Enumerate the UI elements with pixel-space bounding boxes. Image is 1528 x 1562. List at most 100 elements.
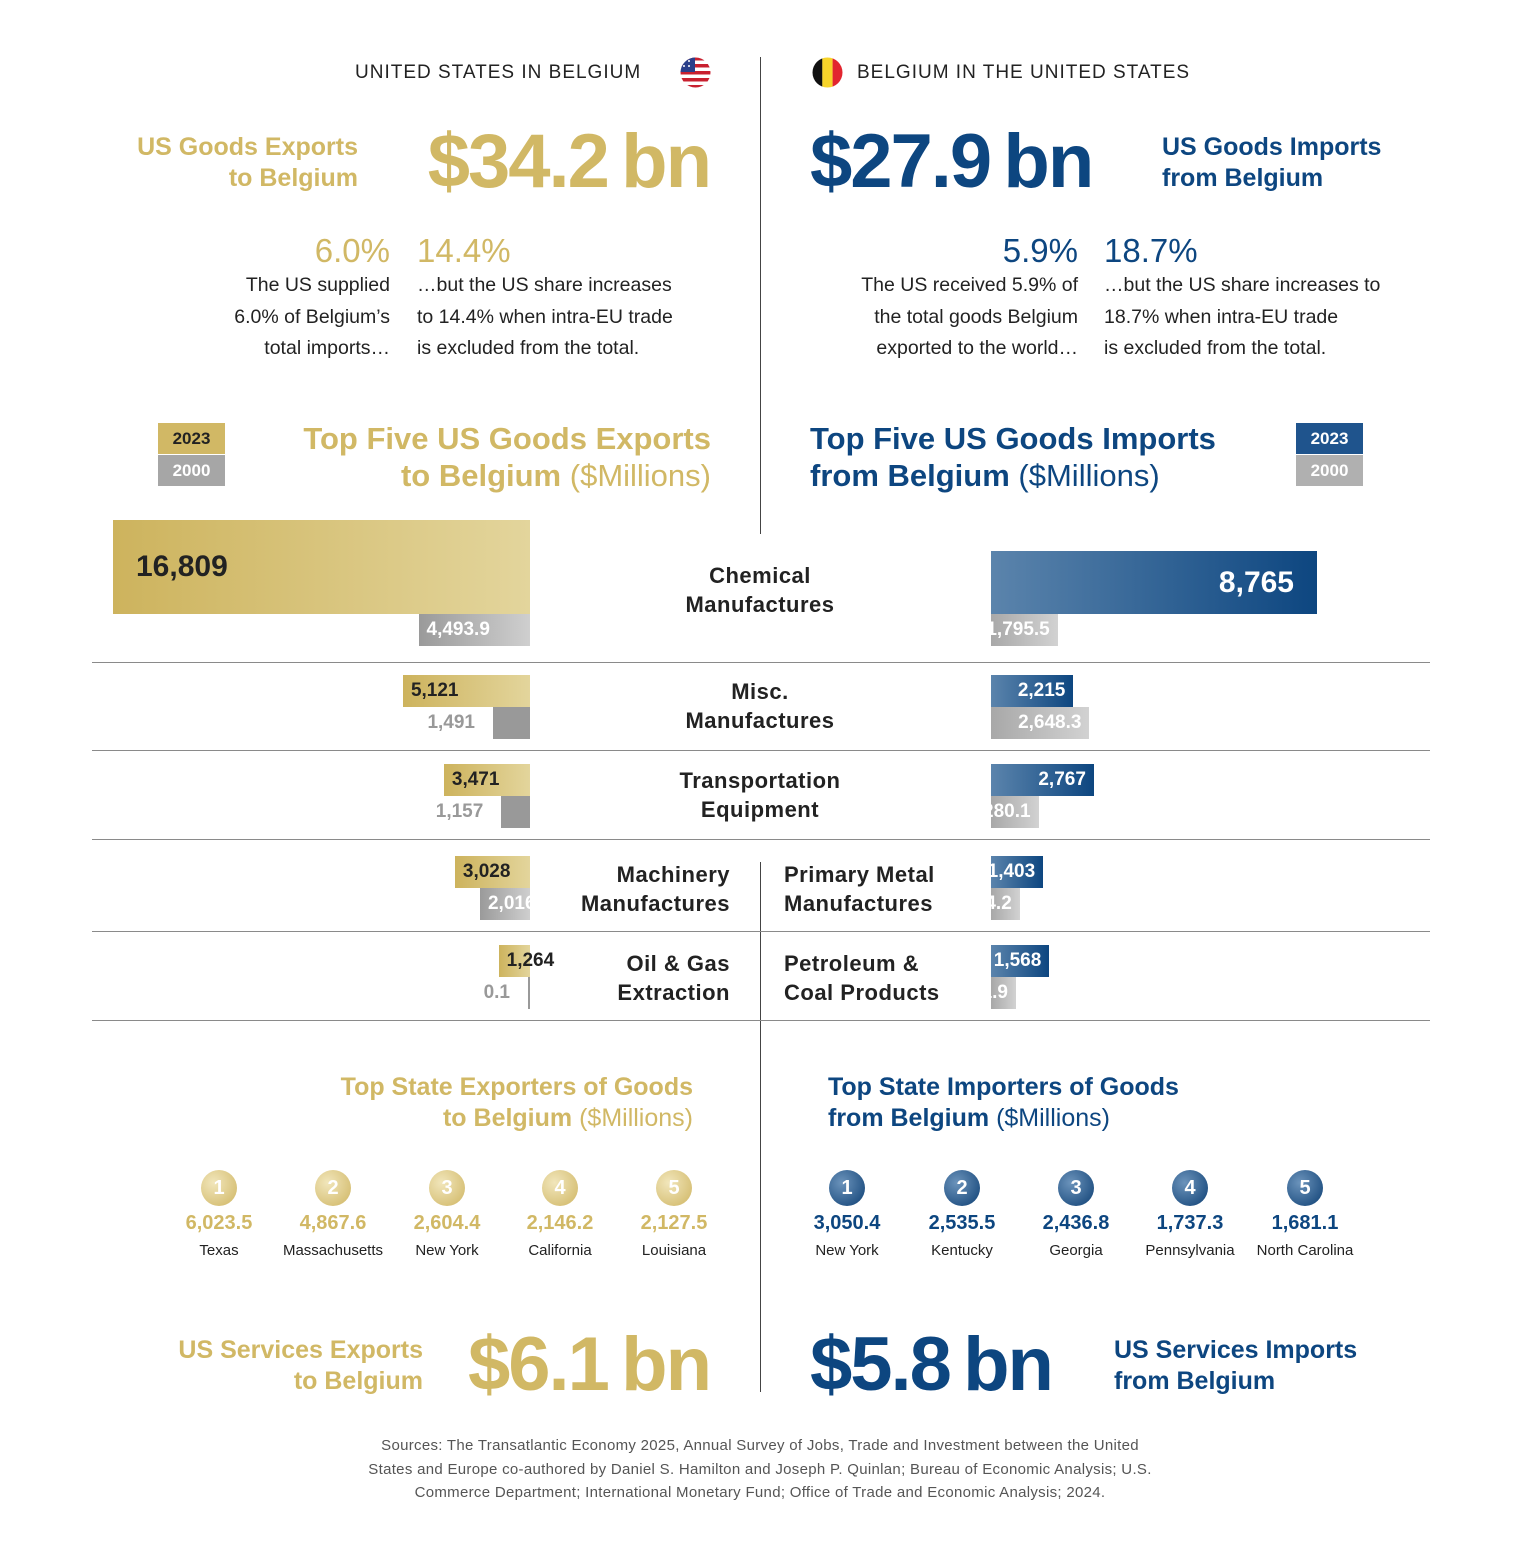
- right-state-name-1: New York: [815, 1242, 879, 1259]
- category-transportation: Transportation Equipment: [679, 768, 841, 822]
- right-services-value: $5.8 bn: [810, 1322, 1054, 1407]
- left-bar-2000-1: 1,491: [427, 707, 530, 739]
- left-bar-2000-4: 0.1: [484, 977, 530, 1009]
- left-bar-2000-0: 4,493.9: [418, 614, 530, 646]
- left-state-name-5: Louisiana: [641, 1242, 707, 1259]
- right-bar-2000-4-label: 671.9: [960, 982, 1008, 1003]
- left-state-value-3: 2,604.4: [413, 1212, 481, 1234]
- right-legend-2023: 2023: [1296, 423, 1363, 454]
- left-share2: 14.4% …but the US share increases to 14.4…: [417, 232, 673, 365]
- category-primary-metal: Primary Metal Manufactures: [784, 862, 935, 916]
- left-share1-desc: The US supplied 6.0% of Belgium’s total im…: [234, 274, 390, 359]
- right-top5-title: Top Five US Goods Imports from Belgium (…: [810, 421, 1216, 493]
- right-header: BELGIUM IN THE UNITED STATES: [857, 62, 1191, 83]
- right-legend-2000: 2000: [1296, 455, 1363, 486]
- left-bar-2000-4-label: 0.1: [483, 982, 510, 1003]
- right-bar-2023-3-label: 1,403: [987, 861, 1036, 882]
- left-bar-2023-4-label: 1,264: [506, 950, 555, 971]
- right-state-rank-4: 4: [1172, 1170, 1208, 1206]
- left-state-rank-2: 2: [315, 1170, 351, 1206]
- right-bar-2000-2-label: 1,280.1: [967, 801, 1031, 822]
- left-bar-2000-2-label: 1,157: [435, 801, 484, 822]
- right-state-value-3: 2,436.8: [1042, 1212, 1110, 1234]
- left-goods-label: US Goods Exports to Belgium: [137, 133, 358, 192]
- right-bar-2023-0: 8,765: [991, 551, 1317, 614]
- row-separator: [92, 1020, 1430, 1021]
- left-state-value-5: 2,127.5: [640, 1212, 708, 1234]
- left-bar-2000-3-label: 2,016.1: [487, 893, 552, 914]
- right-bar-2000-3: 774.2: [964, 888, 1020, 920]
- right-state-value-1: 3,050.4: [813, 1212, 881, 1234]
- right-share1: 5.9% The US received 5.9% of the total go…: [861, 232, 1078, 365]
- right-bar-2023-4-label: 1,568: [993, 950, 1042, 971]
- left-state-rank-5: 5: [656, 1170, 692, 1206]
- left-bar-2023-3-label: 3,028: [462, 861, 511, 882]
- left-bar-2000-2: 1,157: [436, 796, 530, 828]
- right-share2-pct: 18.7%: [1104, 232, 1198, 269]
- right-state-name-3: Georgia: [1049, 1242, 1103, 1259]
- category-chemical: Chemical Manufactures: [685, 563, 835, 617]
- left-bar-2023-1: 5,121: [402, 675, 530, 707]
- left-bar-2023-0-label: 16,809: [136, 550, 228, 583]
- right-bar-2023-2: 2,767: [991, 764, 1094, 796]
- right-bar-2000-1-label: 2,648.3: [1018, 712, 1082, 733]
- left-state-name-3: New York: [415, 1242, 479, 1259]
- belgium-flag-icon: [812, 57, 843, 88]
- row-separator: [92, 662, 1430, 663]
- left-bar-2023-4: 1,264: [498, 945, 554, 977]
- left-top5-title: Top Five US Goods Exports to Belgium ($M…: [303, 421, 711, 493]
- row-separator: [92, 750, 1430, 751]
- left-state-rank-1: 1: [201, 1170, 237, 1206]
- right-goods-value: $27.9 bn: [810, 119, 1094, 204]
- right-bar-2023-1-label: 2,215: [1017, 680, 1066, 701]
- right-bar-2023-0-label: 8,765: [1218, 565, 1294, 599]
- left-states-title: Top State Exporters of Goods to Belgium …: [340, 1073, 693, 1132]
- category-oil-gas: Oil & Gas Extraction: [617, 951, 730, 1005]
- left-share2-desc: …but the US share increases to 14.4% when…: [417, 274, 673, 359]
- left-state-name-2: Massachusetts: [282, 1242, 384, 1259]
- left-state-rank-3: 3: [429, 1170, 465, 1206]
- row-separator: [92, 839, 1430, 840]
- us-flag-icon: [680, 57, 711, 88]
- left-legend-2000: 2000: [158, 455, 225, 486]
- left-bar-2023-2-label: 3,471: [451, 769, 500, 790]
- left-state-rank-4: 4: [542, 1170, 578, 1206]
- left-bar-2000-0-label: 4,493.9: [426, 619, 490, 640]
- left-services-label: US Services Exports to Belgium: [178, 1336, 423, 1395]
- right-state-name-2: Kentucky: [931, 1242, 993, 1259]
- right-bar-2023-3: 1,403: [987, 856, 1044, 888]
- divider-top: [760, 57, 761, 534]
- left-state-name-4: California: [528, 1242, 592, 1259]
- left-legend-2023: 2023: [158, 423, 225, 454]
- right-services-label: US Services Imports from Belgium: [1114, 1336, 1358, 1395]
- sources-note: Sources: The Transatlantic Economy 2025,…: [368, 1437, 1152, 1501]
- left-header: UNITED STATES IN BELGIUM: [355, 62, 642, 83]
- right-state-name-5: North Carolina: [1256, 1242, 1354, 1259]
- right-share1-desc: The US received 5.9% of the total goods B…: [861, 274, 1078, 359]
- right-bar-2000-1: 2,648.3: [991, 707, 1090, 739]
- right-state-rank-5: 5: [1287, 1170, 1323, 1206]
- left-bar-2023-3: 3,028: [454, 856, 530, 888]
- right-goods-label: US Goods Imports from Belgium: [1162, 133, 1382, 192]
- right-bar-2000-3-label: 774.2: [964, 893, 1012, 914]
- right-state-rank-3: 3: [1058, 1170, 1094, 1206]
- left-bar-2023-0: 16,809: [113, 520, 530, 614]
- left-state-name-1: Texas: [199, 1242, 239, 1259]
- category-petroleum: Petroleum & Coal Products: [784, 951, 940, 1005]
- right-bar-2000-2: 1,280.1: [967, 796, 1039, 828]
- left-state-value-2: 4,867.6: [299, 1212, 367, 1234]
- right-bar-2000-0-label: 1,795.5: [986, 619, 1050, 640]
- divider-bottom: [760, 862, 761, 1392]
- right-state-value-5: 1,681.1: [1271, 1212, 1339, 1234]
- right-states-title: Top State Importers of Goods from Belgiu…: [828, 1073, 1179, 1132]
- right-bar-2000-0: 1,795.5: [986, 614, 1058, 646]
- right-bar-2000-4: 671.9: [960, 977, 1016, 1009]
- category-misc: Misc. Manufactures: [685, 679, 835, 733]
- right-share2-desc: …but the US share increases to 18.7% when…: [1104, 274, 1381, 359]
- left-share2-pct: 14.4%: [417, 232, 511, 269]
- left-services-value: $6.1 bn: [468, 1322, 712, 1407]
- right-bar-2023-4: 1,568: [991, 945, 1050, 977]
- category-machinery: Machinery Manufactures: [580, 862, 730, 916]
- left-state-value-4: 2,146.2: [526, 1212, 594, 1234]
- left-bar-2000-1-label: 1,491: [427, 712, 475, 733]
